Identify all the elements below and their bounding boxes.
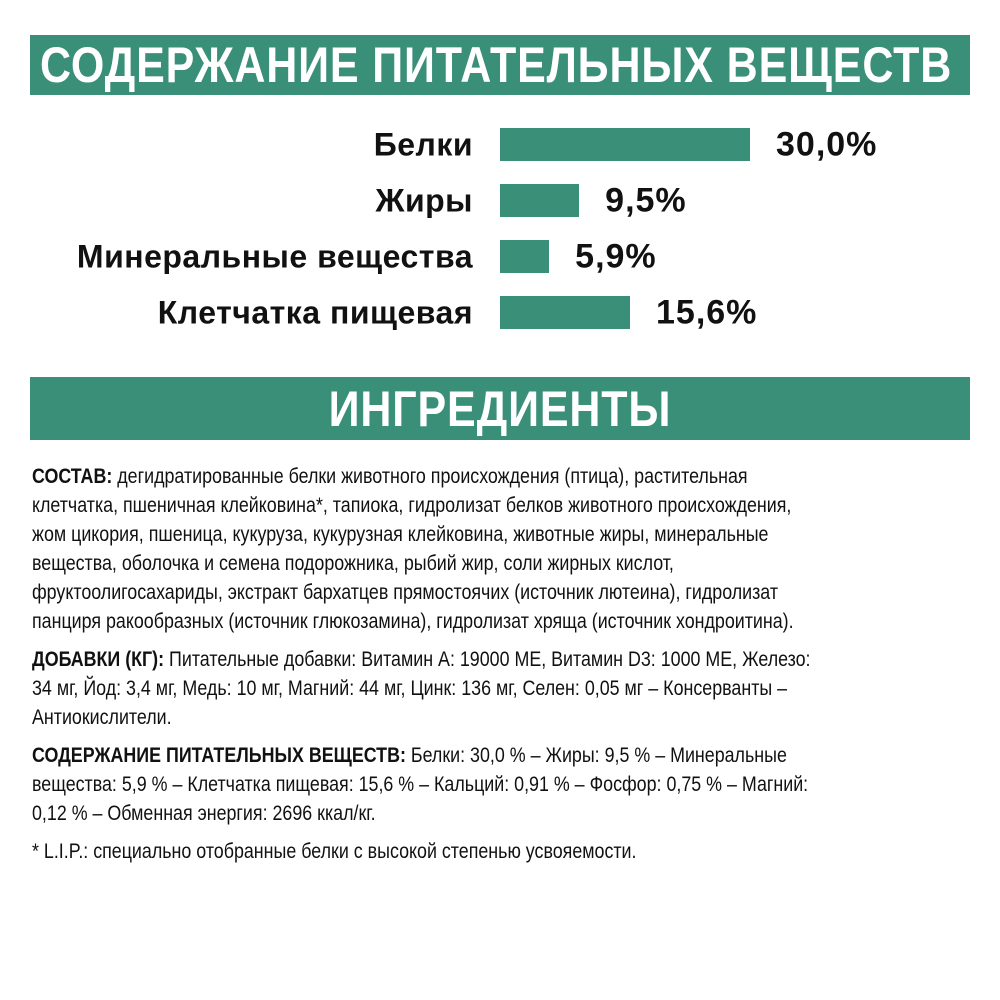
value-label: 9,5% <box>605 181 687 220</box>
nutrients-header: СОДЕРЖАНИЕ ПИТАТЕЛЬНЫХ ВЕЩЕСТВ <box>30 35 970 95</box>
bar <box>500 240 550 273</box>
ingredients-header: ИНГРЕДИЕНТЫ <box>30 377 970 440</box>
composition-label: СОСТАВ: <box>32 465 113 488</box>
ingredients-header-title: ИНГРЕДИЕНТЫ <box>328 380 672 437</box>
category-label: Белки <box>373 126 473 163</box>
category-label: Жиры <box>375 182 473 219</box>
additives-label: ДОБАВКИ (КГ): <box>32 648 165 671</box>
category-label: Минеральные вещества <box>76 238 473 275</box>
footnote: * L.I.P.: специально отобранные белки с … <box>32 840 637 863</box>
ingredients-text: СОСТАВ: дегидратированные белки животног… <box>32 462 971 875</box>
chart-row: Жиры 9,5% <box>0 181 1000 220</box>
value-label: 15,6% <box>656 293 758 332</box>
bar <box>500 296 630 329</box>
additives-paragraph: ДОБАВКИ (КГ): Питательные добавки: Витам… <box>32 648 811 729</box>
bar <box>500 184 580 217</box>
chart-row: Минеральные вещества 5,9% <box>0 237 1000 276</box>
composition-paragraph: СОСТАВ: дегидратированные белки животног… <box>32 465 794 633</box>
category-label: Клетчатка пищевая <box>157 294 473 331</box>
value-label: 30,0% <box>776 125 878 164</box>
value-label: 5,9% <box>575 237 657 276</box>
bar <box>500 128 750 161</box>
chart-row: Клетчатка пищевая 15,6% <box>0 293 1000 332</box>
nutrients-paragraph: СОДЕРЖАНИЕ ПИТАТЕЛЬНЫХ ВЕЩЕСТВ: Белки: 3… <box>32 744 809 825</box>
nutrients-label: СОДЕРЖАНИЕ ПИТАТЕЛЬНЫХ ВЕЩЕСТВ: <box>32 744 406 767</box>
chart-row: Белки 30,0% <box>0 125 1000 164</box>
nutrients-header-title: СОДЕРЖАНИЕ ПИТАТЕЛЬНЫХ ВЕЩЕСТВ <box>40 37 953 93</box>
